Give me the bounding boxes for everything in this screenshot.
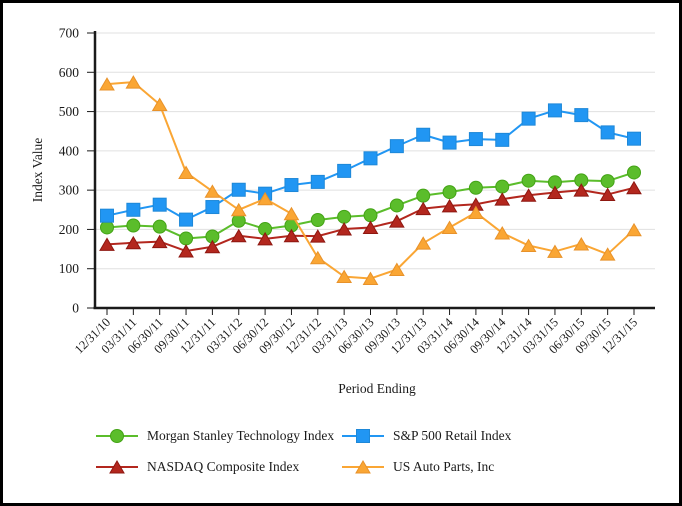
data-point-marker <box>126 202 141 217</box>
data-point-marker <box>178 244 194 258</box>
data-point-marker <box>257 191 273 206</box>
data-point-marker <box>600 174 615 189</box>
data-point-marker <box>230 228 247 243</box>
data-point-marker <box>599 247 616 261</box>
y-tick-label: 100 <box>59 261 80 276</box>
data-point-marker <box>573 183 590 197</box>
data-point-marker <box>442 185 457 200</box>
data-point-marker <box>205 200 220 215</box>
series-0 <box>100 165 641 246</box>
data-point-marker <box>547 103 562 118</box>
data-point-marker <box>442 135 457 150</box>
data-point-marker <box>362 220 379 234</box>
data-point-marker <box>152 219 167 234</box>
data-point-marker <box>178 165 194 179</box>
data-point-marker <box>152 197 167 212</box>
data-point-marker <box>468 180 483 195</box>
data-point-marker <box>99 237 115 251</box>
data-point-marker <box>416 188 431 203</box>
data-point-marker <box>283 228 300 243</box>
data-point-marker <box>284 178 299 193</box>
data-point-marker <box>416 127 431 142</box>
data-point-marker <box>362 271 379 286</box>
data-point-marker <box>547 185 563 199</box>
data-point-marker <box>468 132 483 147</box>
y-tick-label: 400 <box>59 143 80 158</box>
data-point-marker <box>179 212 194 227</box>
data-point-marker <box>179 231 194 246</box>
data-point-marker <box>627 131 641 146</box>
data-point-marker <box>231 182 246 197</box>
data-point-marker <box>441 220 458 234</box>
data-point-marker <box>389 139 404 154</box>
y-tick-label: 700 <box>59 26 80 41</box>
data-point-marker <box>204 184 221 198</box>
data-point-marker <box>494 225 511 240</box>
x-axis-title: Period Ending <box>338 381 416 396</box>
data-point-marker <box>468 205 484 220</box>
data-point-marker <box>125 235 142 250</box>
data-point-marker <box>599 187 616 201</box>
data-point-marker <box>626 180 642 195</box>
data-point-marker <box>495 179 510 194</box>
data-point-marker <box>257 231 273 246</box>
data-point-marker <box>363 208 378 223</box>
series-3 <box>99 75 642 286</box>
data-point-marker <box>388 214 405 228</box>
data-point-marker <box>494 192 511 206</box>
y-tick-label: 500 <box>59 104 80 119</box>
data-point-marker <box>151 234 168 249</box>
data-point-marker <box>336 269 353 284</box>
data-point-marker <box>495 132 510 147</box>
data-point-marker <box>389 198 404 213</box>
data-point-marker <box>99 77 115 91</box>
series-2 <box>99 180 642 258</box>
data-point-marker <box>521 111 536 126</box>
data-point-marker <box>547 244 563 258</box>
data-point-marker <box>283 206 300 221</box>
data-point-marker <box>415 201 432 216</box>
data-point-marker <box>230 202 247 217</box>
y-axis-title: Index Value <box>30 137 45 203</box>
data-point-marker <box>151 97 168 111</box>
data-point-marker <box>415 236 432 250</box>
y-tick-label: 600 <box>59 65 80 80</box>
data-point-marker <box>573 236 590 251</box>
data-point-marker <box>100 208 114 223</box>
data-point-marker <box>337 209 352 224</box>
y-tick-label: 200 <box>59 222 80 237</box>
data-point-marker <box>310 213 325 227</box>
data-point-marker <box>337 163 352 178</box>
data-point-marker <box>441 198 458 213</box>
data-point-marker <box>310 174 325 189</box>
data-point-marker <box>100 220 114 235</box>
y-tick-label: 0 <box>72 301 79 316</box>
data-point-marker <box>626 222 642 237</box>
y-tick-label: 300 <box>59 183 80 198</box>
data-point-marker <box>520 188 537 202</box>
data-point-marker <box>520 238 537 253</box>
data-point-marker <box>126 218 141 233</box>
data-point-marker <box>363 151 378 166</box>
data-point-marker <box>204 239 221 254</box>
data-point-marker <box>600 125 615 140</box>
data-point-marker <box>309 250 326 265</box>
data-point-marker <box>336 222 353 236</box>
data-point-marker <box>574 108 589 123</box>
data-point-marker <box>521 173 536 188</box>
data-point-marker <box>309 229 326 243</box>
data-point-marker <box>125 75 142 89</box>
data-point-marker <box>388 262 405 276</box>
series-1 <box>100 103 641 227</box>
data-point-marker <box>627 165 641 180</box>
